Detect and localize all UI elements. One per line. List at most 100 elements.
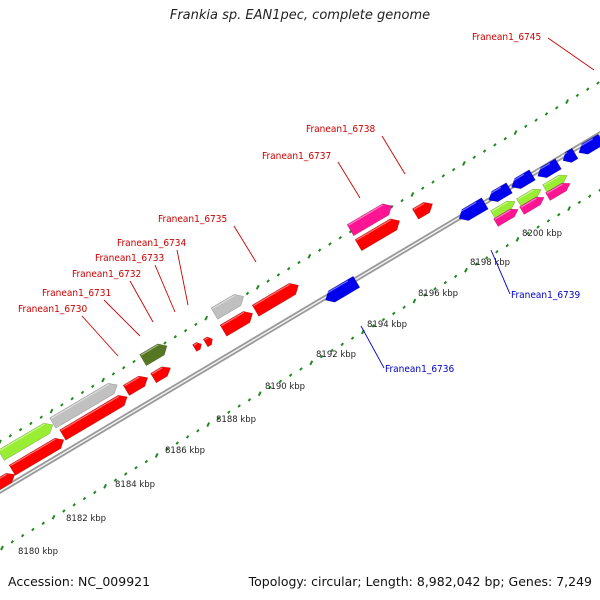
reverse-gene-arrow-shine — [486, 186, 502, 196]
inner-tick — [134, 465, 138, 470]
reverse-gene-arrow-body — [578, 133, 600, 155]
forward-gene-arrow-shine — [413, 202, 425, 210]
inner-tick — [165, 447, 169, 452]
rna-gene-arrow-shine — [494, 209, 511, 220]
reverse-gene-arrow-body — [562, 147, 579, 163]
inner-tick — [10, 540, 15, 544]
forward-gene-arrow-body — [251, 282, 299, 317]
scale-label: 8188 kbp — [216, 415, 256, 425]
inner-tick — [381, 317, 386, 322]
outer-tick — [472, 155, 477, 160]
scale-label: 8196 kbp — [418, 289, 458, 299]
lime-gene-arrow — [490, 200, 516, 219]
outer-tick — [462, 161, 466, 166]
gene-leader-line — [81, 315, 119, 357]
forward-gene-arrow-shine — [356, 219, 392, 241]
inner-tick — [350, 336, 355, 340]
inner-tick — [546, 219, 551, 223]
outer-tick — [255, 284, 260, 290]
reverse-gene-arrow-shine — [576, 138, 594, 149]
inner-tick — [453, 274, 458, 279]
forward-gene-arrow-shine — [151, 367, 163, 375]
scale-label: 8184 kbp — [115, 480, 155, 490]
forward-gene-arrow-body — [0, 472, 16, 495]
inner-tick — [557, 212, 561, 217]
inner-tick — [598, 188, 600, 192]
forward-gene-arrow-body — [202, 336, 213, 348]
forward-gene-arrow — [8, 437, 65, 476]
inner-tick — [515, 236, 520, 242]
outer-tick — [420, 186, 425, 190]
inner-tick — [288, 373, 293, 377]
outer-tick — [513, 130, 518, 135]
outer-tick — [410, 191, 415, 197]
outer-tick — [0, 439, 2, 445]
reverse-gene-arrow-body — [537, 158, 562, 179]
reverse-gene-arrow — [561, 147, 579, 163]
reverse-gene-arrow-shine — [535, 162, 551, 172]
inner-tick — [433, 286, 437, 291]
inner-tick — [443, 280, 448, 285]
forward-gene-arrow — [251, 282, 299, 317]
outer-tick — [534, 118, 538, 122]
forward-gene-arrow-shine — [10, 438, 56, 467]
inner-tick — [51, 514, 56, 520]
inner-tick — [237, 404, 241, 408]
rna-gene-arrow-body — [519, 196, 545, 215]
rna-gene-arrow-shine — [348, 204, 384, 226]
inner-tick — [144, 459, 149, 464]
inner-tick — [196, 428, 200, 433]
inner-tick — [587, 194, 592, 198]
inner-tick — [103, 483, 107, 489]
outer-tick — [91, 384, 95, 389]
reverse-gene-arrow-shine — [561, 151, 568, 157]
gene-label: Franean1_6734 — [117, 238, 187, 249]
gene-leader-line — [103, 299, 141, 337]
genome-summary: Topology: circular; Length: 8,982,042 bp… — [248, 574, 592, 589]
outer-tick — [80, 390, 85, 395]
inner-tick — [402, 305, 406, 310]
inner-tick — [257, 391, 262, 397]
inner-tick — [340, 342, 344, 347]
pseudogene-arrow-shine — [212, 294, 236, 310]
gene-leader-line — [490, 249, 511, 295]
forward-gene-arrow — [59, 394, 128, 441]
forward-gene-arrow-body — [122, 375, 149, 396]
forward-gene-arrow-body — [192, 342, 202, 352]
inner-tick — [474, 262, 479, 266]
inner-tick — [567, 206, 571, 211]
lime-gene-arrow — [542, 174, 568, 193]
pseudogene-arrow-body — [210, 293, 245, 320]
reverse-gene-arrow — [509, 169, 536, 190]
rna-gene-arrow-body — [493, 208, 519, 227]
rna-gene-arrow-body — [545, 182, 571, 201]
inner-tick — [82, 496, 87, 501]
inner-tick — [484, 256, 489, 260]
gene-label: Franean1_6731 — [42, 288, 111, 299]
inner-tick — [227, 410, 231, 414]
gene-label: Franean1_6745 — [472, 32, 541, 43]
forward-gene-arrow — [0, 472, 16, 495]
forward-gene-arrow-shine — [204, 337, 208, 341]
lime-gene-arrow-body — [516, 188, 542, 207]
scale-label: 8198 kbp — [470, 258, 510, 268]
forward-gene-arrow-shine — [0, 473, 8, 486]
forward-gene-arrow-shine — [60, 395, 120, 431]
inner-tick — [113, 478, 118, 482]
outer-tick — [286, 266, 291, 271]
inner-tick — [123, 472, 128, 476]
forward-gene-arrow-body — [8, 437, 65, 476]
outer-tick — [307, 253, 312, 259]
gene-label: Franean1_6732 — [72, 269, 141, 280]
outer-tick — [297, 260, 301, 265]
outer-tick — [101, 377, 105, 383]
outer-tick — [441, 174, 446, 178]
gene-leader-line — [381, 135, 406, 175]
gene-leader-line — [176, 249, 189, 306]
outer-tick — [111, 372, 116, 376]
forward-gene-arrow-body — [354, 218, 401, 252]
inner-tick — [20, 533, 25, 538]
forward-gene-arrow — [411, 201, 434, 220]
outer-tick — [39, 415, 43, 420]
